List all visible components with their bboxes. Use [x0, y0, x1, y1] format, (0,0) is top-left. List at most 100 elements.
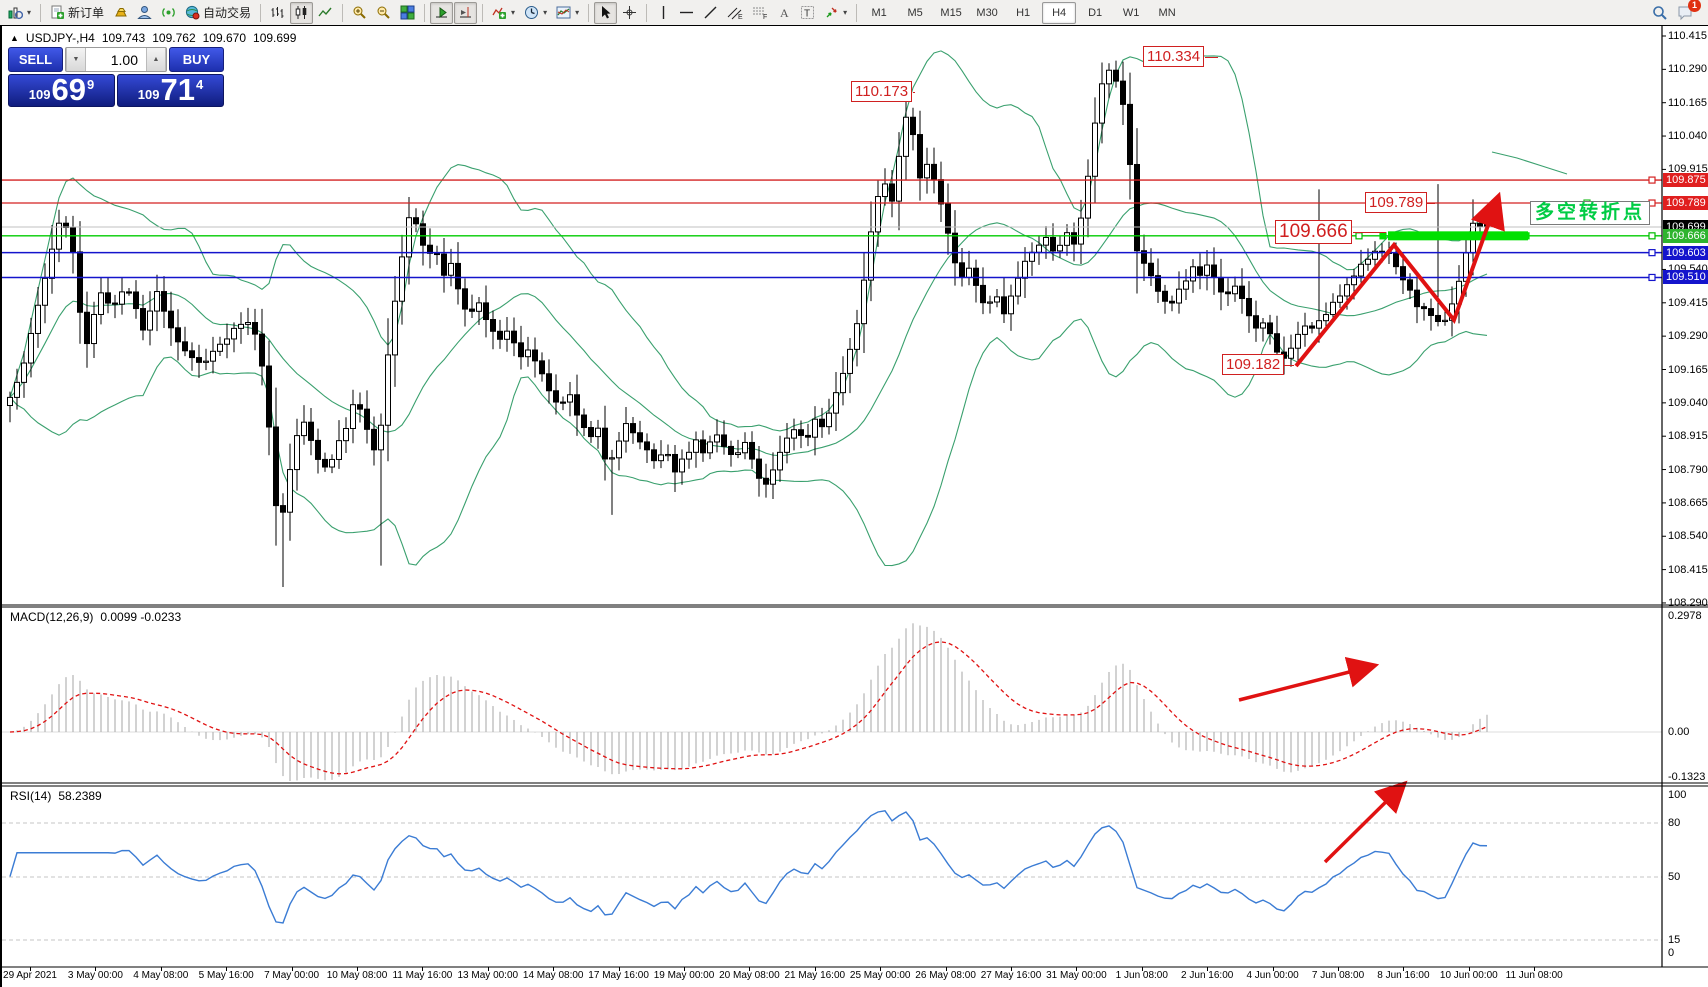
chart-text-annotation[interactable]: 多空转折点 — [1530, 201, 1651, 225]
time-axis-tick — [1076, 967, 1078, 971]
time-axis-label: 17 May 16:00 — [588, 970, 649, 981]
main-trend-arrow[interactable] — [1294, 191, 1505, 368]
timeframe-m5-button[interactable]: M5 — [907, 6, 923, 19]
bar-chart-button[interactable] — [266, 2, 289, 24]
rsi-axis-label: 15 — [1668, 934, 1681, 946]
text-label-button[interactable]: T — [796, 2, 819, 24]
profile-button[interactable] — [133, 2, 156, 24]
timeframe-m1-button[interactable]: M1 — [871, 6, 887, 19]
sell-price-point: 9 — [86, 77, 95, 92]
price-callout-label[interactable]: 109.666 — [1275, 220, 1352, 244]
chart-canvas[interactable] — [2, 26, 1708, 987]
zoom-out-button[interactable] — [372, 2, 395, 24]
price-callout-label[interactable]: 109.182 — [1222, 354, 1285, 375]
lot-increase-button[interactable]: ▲ — [146, 48, 166, 71]
rsi-trend-arrow[interactable] — [1323, 780, 1408, 864]
dropdown-caret-icon: ▾ — [543, 8, 548, 17]
fibonacci-button[interactable]: F — [748, 2, 772, 24]
callout-tail — [913, 91, 915, 93]
auto-scroll-button[interactable] — [430, 1, 454, 24]
time-axis-label: 4 Jun 00:00 — [1246, 970, 1299, 981]
price-callout-label[interactable]: 110.334 — [1143, 46, 1205, 67]
time-axis-tick — [553, 967, 555, 971]
timeframe-m15-button[interactable]: M15 — [940, 6, 962, 19]
candlestick-chart-button[interactable] — [290, 1, 314, 24]
time-axis-label: 7 May 00:00 — [264, 970, 320, 981]
macd-trend-arrow[interactable] — [1238, 656, 1380, 702]
separator — [482, 3, 484, 22]
channel-button[interactable]: E — [723, 2, 747, 24]
time-axis-tick — [1011, 967, 1012, 971]
time-axis-tick — [1141, 967, 1143, 971]
trendline-button[interactable] — [699, 2, 722, 24]
lot-size-input[interactable]: 1.00 — [86, 48, 146, 71]
timeframe-mn-button[interactable]: MN — [1158, 6, 1176, 19]
notifications-button[interactable]: 1 — [1673, 0, 1701, 24]
lot-decrease-button[interactable]: ▼ — [66, 48, 86, 71]
sell-price-display[interactable]: 109 69 9 — [8, 74, 115, 107]
timeframe-w1-button[interactable]: W1 — [1122, 6, 1140, 19]
time-axis-label: 25 May 00:00 — [849, 970, 911, 981]
macd-axis-label: 0.00 — [1668, 726, 1690, 738]
app-chart-button[interactable]: ▾ — [4, 2, 35, 24]
time-axis-tick — [814, 967, 816, 971]
svg-text:T: T — [804, 9, 810, 20]
zoom-in-button[interactable] — [348, 2, 371, 24]
indicators-button[interactable]: ▾ — [488, 2, 519, 24]
timeframe-m30-button[interactable]: M30 — [976, 6, 998, 19]
macd-indicator-label: MACD(12,26,9) 0.0099 -0.0233 — [10, 610, 181, 624]
horizontal-line-button[interactable] — [675, 2, 698, 24]
signals-button[interactable] — [157, 2, 180, 24]
price-callout-label[interactable]: 109.789 — [1365, 192, 1428, 213]
price-axis-badge: 109.789 — [1663, 196, 1708, 211]
collapse-triangle-icon[interactable]: ▲ — [10, 33, 19, 43]
price-axis-badge: 109.510 — [1663, 270, 1708, 285]
rsi-axis-label: 0 — [1668, 947, 1675, 959]
line-chart-button[interactable] — [314, 2, 337, 24]
text-button[interactable]: A — [773, 2, 795, 24]
time-axis-tick — [880, 967, 882, 971]
time-axis-tick — [749, 967, 751, 971]
timeframe-bar: M1 M5 M15 M30 H1 H4 D1 W1 MN — [862, 1, 1184, 24]
arrows-button[interactable]: ▾ — [820, 2, 851, 24]
svg-text:A: A — [780, 6, 789, 20]
macd-values: 0.0099 -0.0233 — [100, 610, 182, 624]
tile-windows-button[interactable] — [396, 2, 419, 24]
one-click-trading-panel: SELL ▼ 1.00 ▲ BUY 109 69 9 109 71 4 — [8, 47, 224, 107]
time-axis-label: 10 May 08:00 — [326, 970, 388, 981]
symbol-info-line: ▲ USDJPY-,H4 109.743 109.762 109.670 109… — [10, 31, 296, 45]
callout-tail — [1205, 56, 1218, 58]
time-axis-tick — [357, 967, 358, 971]
templates-button[interactable]: ▾ — [552, 2, 583, 24]
time-axis-label: 13 May 00:00 — [457, 970, 519, 981]
template-icon — [556, 6, 571, 19]
crosshair-button[interactable] — [618, 2, 641, 24]
auto-trading-button[interactable]: 自动交易 — [181, 2, 255, 24]
buy-price-display[interactable]: 109 71 4 — [117, 74, 224, 107]
vertical-line-button[interactable] — [652, 2, 674, 24]
time-axis-tick — [618, 967, 620, 971]
ohlc-close: 109.699 — [253, 31, 297, 45]
sell-button[interactable]: SELL — [8, 47, 63, 72]
timeframe-d1-button[interactable]: D1 — [1088, 6, 1103, 19]
market-watch-button[interactable] — [109, 2, 132, 24]
new-order-button[interactable]: 新订单 — [46, 2, 108, 24]
timeframe-h1-button[interactable]: H1 — [1016, 6, 1031, 19]
candlestick-chart-icon — [295, 6, 307, 19]
dropdown-caret-icon: ▾ — [511, 8, 516, 17]
dropdown-caret-icon: ▾ — [27, 8, 32, 17]
price-axis-tick: 110.290 — [1668, 63, 1707, 76]
cursor-button[interactable] — [594, 1, 618, 24]
timeframe-h4-button[interactable]: H4 — [1042, 1, 1077, 24]
ohlc-high: 109.762 — [152, 31, 196, 45]
buy-button[interactable]: BUY — [169, 47, 224, 72]
dropdown-caret-icon: ▾ — [843, 8, 848, 17]
price-callout-label[interactable]: 110.173 — [851, 81, 913, 102]
periods-button[interactable]: ▾ — [520, 2, 551, 24]
fibonacci-icon: F — [753, 7, 767, 20]
sell-price-pips: 69 — [51, 72, 86, 107]
search-button[interactable] — [1648, 2, 1672, 24]
chart-shift-button[interactable] — [454, 1, 478, 24]
symbol-period-label: USDJPY-,H4 — [25, 31, 95, 45]
price-axis-tick: 108.665 — [1668, 496, 1708, 509]
